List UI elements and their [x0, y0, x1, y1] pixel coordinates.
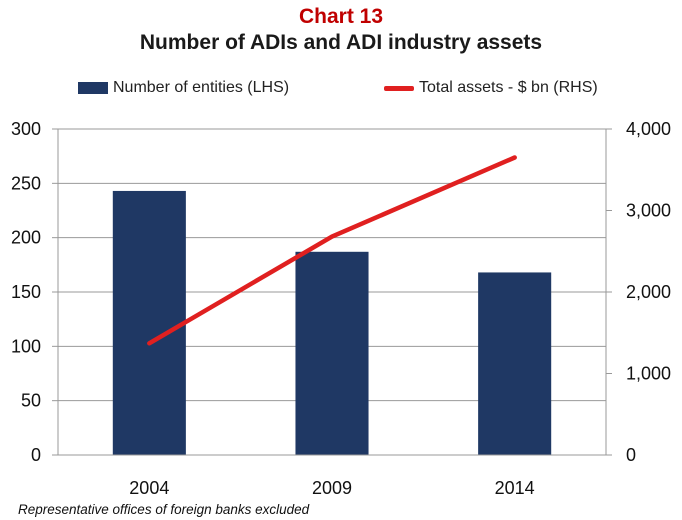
- legend-line-swatch: [384, 85, 414, 91]
- legend-bar-swatch: [78, 82, 108, 94]
- chart-subtitle: Number of ADIs and ADI industry assets: [139, 31, 543, 54]
- legend-item-entities: Number of entities (LHS): [78, 76, 289, 100]
- chart-footnote: Representative offices of foreign banks …: [18, 502, 310, 517]
- x-axis-tick-label: 2014: [495, 478, 535, 498]
- right-axis-tick-label: 0: [626, 445, 636, 465]
- chart-legend: Number of entities (LHS) Total assets - …: [0, 76, 682, 100]
- legend-item-assets: Total assets - $ bn (RHS): [384, 76, 598, 100]
- bar: [112, 190, 186, 455]
- left-axis-tick-label: 100: [11, 336, 41, 356]
- left-axis-tick-label: 200: [11, 228, 41, 248]
- left-axis-tick-label: 300: [11, 119, 41, 139]
- right-axis-tick-label: 1,000: [626, 364, 671, 384]
- right-axis-tick-label: 2,000: [626, 282, 671, 302]
- x-axis-tick-label: 2009: [312, 478, 352, 498]
- x-axis-tick-label: 2004: [129, 478, 169, 498]
- right-axis-tick-label: 3,000: [626, 201, 671, 221]
- left-axis-tick-label: 0: [31, 445, 41, 465]
- chart-title: Chart 13: [298, 5, 384, 28]
- left-axis-tick-label: 250: [11, 173, 41, 193]
- bar: [295, 251, 369, 455]
- bar: [478, 272, 552, 455]
- legend-label-entities: Number of entities (LHS): [113, 79, 290, 96]
- right-axis-tick-label: 4,000: [626, 119, 671, 139]
- left-axis-tick-label: 50: [21, 391, 41, 411]
- left-axis-tick-label: 150: [11, 282, 41, 302]
- legend-label-assets: Total assets - $ bn (RHS): [419, 79, 598, 96]
